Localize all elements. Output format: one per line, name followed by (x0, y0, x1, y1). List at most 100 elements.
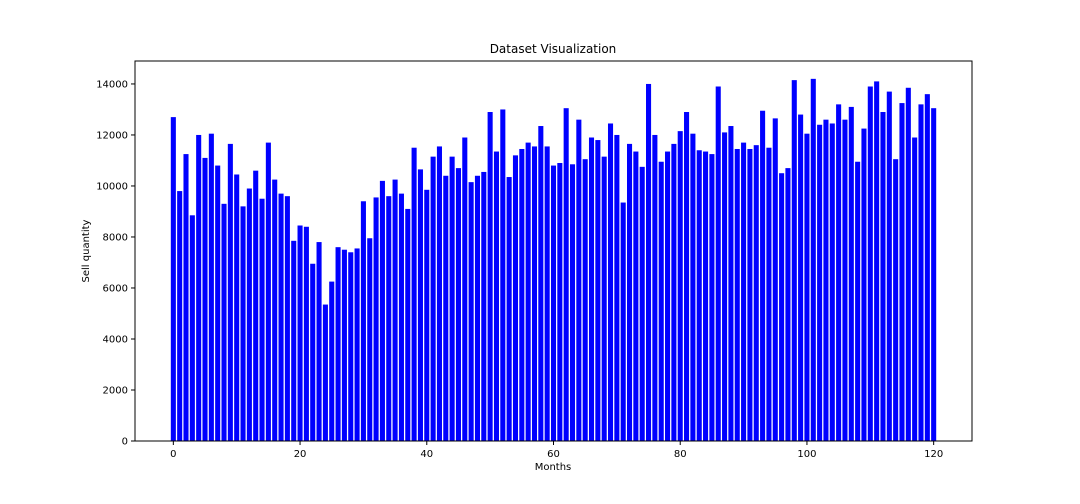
bar (506, 177, 512, 442)
bar (443, 175, 449, 441)
bar (170, 117, 176, 442)
bar (221, 203, 227, 441)
y-tick-label: 8000 (103, 232, 128, 243)
bar (379, 180, 385, 441)
bar (449, 156, 455, 441)
bar (227, 143, 233, 441)
bar (462, 137, 468, 441)
bar (880, 112, 886, 441)
bar (905, 87, 911, 441)
bar (607, 123, 614, 441)
bar (576, 119, 582, 441)
bar (829, 123, 835, 441)
bar (335, 247, 341, 441)
y-tick-label: 14000 (96, 79, 128, 90)
bar (183, 154, 189, 441)
bar (563, 108, 569, 442)
bar (430, 156, 436, 441)
bar (196, 134, 202, 441)
bar (272, 179, 278, 441)
bar (817, 124, 823, 441)
x-tick-label: 20 (294, 449, 307, 460)
bar (202, 157, 208, 441)
bar (544, 146, 550, 441)
bar (310, 263, 316, 441)
bar (627, 143, 633, 441)
bar (468, 182, 474, 441)
bar (867, 86, 873, 441)
bar (652, 134, 658, 441)
bar (278, 193, 284, 441)
bar (728, 126, 734, 441)
bar (538, 126, 544, 441)
x-tick-label: 60 (547, 449, 560, 460)
y-tick-label: 10000 (96, 181, 128, 192)
bar (690, 133, 696, 441)
x-axis-title: Months (535, 462, 572, 473)
bar (861, 128, 867, 441)
bar (582, 159, 588, 441)
bar (874, 81, 880, 442)
bar (367, 238, 373, 441)
y-tick-label: 12000 (96, 130, 128, 141)
bar (741, 142, 747, 442)
bar (772, 118, 778, 441)
bar (531, 146, 538, 441)
bar (177, 191, 183, 441)
bar (253, 170, 259, 441)
bar (373, 197, 379, 441)
bar (512, 155, 519, 442)
bar (500, 109, 506, 442)
bar (734, 148, 740, 442)
bar (677, 131, 683, 441)
bar (455, 168, 461, 442)
x-tick-label: 40 (420, 449, 433, 460)
bar (234, 174, 240, 442)
bar (487, 112, 493, 441)
bar (855, 161, 861, 442)
bar (747, 148, 753, 442)
bar (696, 150, 702, 441)
bar (836, 104, 842, 442)
bar (398, 193, 404, 441)
bar (525, 142, 531, 442)
y-tick-label: 4000 (103, 334, 128, 345)
bar (481, 171, 487, 441)
bar (848, 106, 854, 441)
bar (405, 208, 411, 441)
x-tick-label: 120 (924, 449, 943, 460)
bar (246, 188, 252, 441)
bar (291, 240, 297, 441)
bar (646, 83, 652, 441)
bar (703, 151, 709, 442)
bar (709, 154, 715, 441)
bar (569, 164, 576, 442)
bar (791, 80, 797, 441)
bar (601, 156, 607, 441)
bar (436, 146, 442, 441)
bar (189, 215, 195, 441)
bar (810, 78, 816, 441)
bar (557, 163, 563, 441)
bar (519, 148, 525, 442)
bar (614, 134, 620, 441)
bars-group (170, 78, 937, 442)
bar (386, 196, 392, 441)
bar (842, 119, 848, 441)
bar (322, 304, 328, 441)
bar (912, 137, 918, 441)
bar (924, 94, 930, 442)
x-tick-label: 80 (674, 449, 687, 460)
bar (658, 161, 664, 442)
bar (550, 165, 557, 441)
bar (918, 104, 924, 442)
x-axis-ticks: 0 20 40 60 80 100 120 (170, 441, 943, 460)
y-tick-label: 6000 (103, 283, 128, 294)
bar (348, 252, 354, 441)
bar (341, 249, 347, 441)
bar (823, 119, 829, 441)
bar (284, 196, 290, 441)
bar (392, 179, 398, 441)
bar (804, 133, 810, 441)
bar (931, 108, 937, 442)
